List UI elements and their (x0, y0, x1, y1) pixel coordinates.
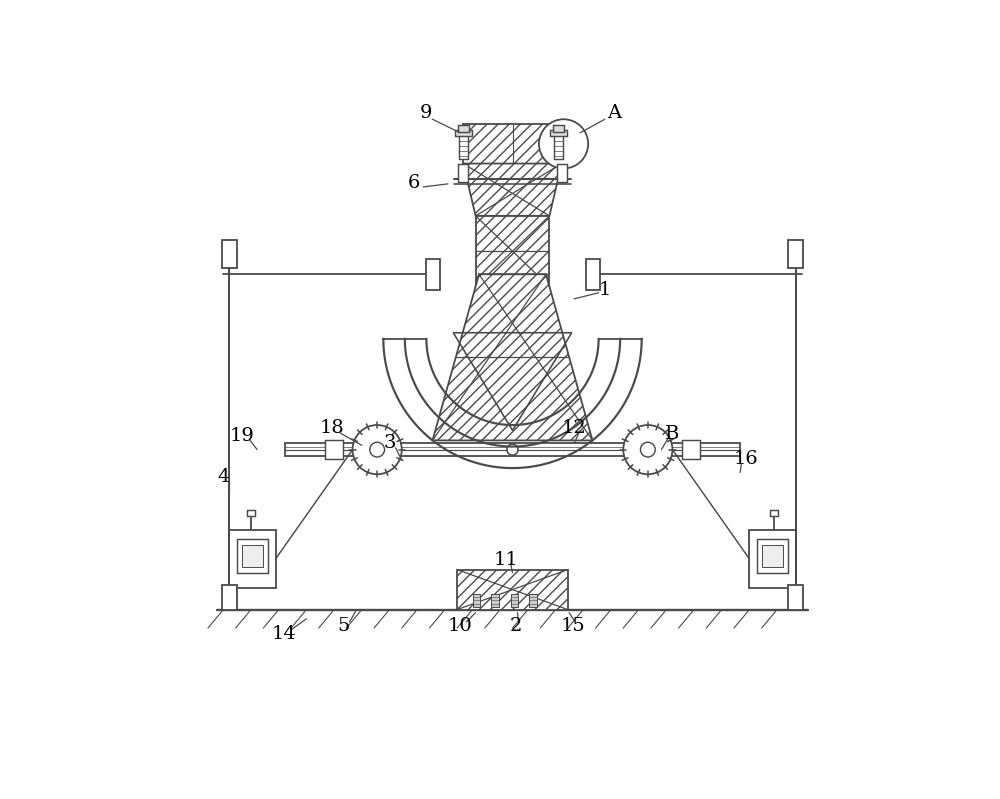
Bar (222, 240, 237, 268)
Bar (529, 594, 537, 607)
Text: 3: 3 (383, 435, 396, 452)
Text: 9: 9 (420, 104, 433, 122)
Bar (237, 539, 268, 573)
Text: 4: 4 (217, 468, 230, 487)
Bar (476, 216, 549, 287)
Bar (458, 164, 468, 182)
Bar (473, 594, 480, 607)
Circle shape (370, 443, 385, 457)
Bar (511, 594, 518, 607)
Bar (788, 585, 803, 610)
Bar (229, 530, 276, 588)
Polygon shape (463, 164, 562, 216)
Bar (285, 443, 740, 455)
Bar (586, 259, 600, 290)
Text: 11: 11 (494, 551, 519, 570)
Bar (762, 545, 783, 566)
Bar (770, 510, 778, 516)
Bar (554, 135, 563, 159)
Bar (553, 125, 564, 132)
Text: 16: 16 (734, 450, 759, 468)
Text: B: B (665, 425, 680, 443)
Text: 10: 10 (448, 617, 473, 635)
Bar (458, 125, 469, 132)
Circle shape (539, 119, 588, 169)
Text: A: A (607, 104, 621, 122)
Bar (325, 440, 343, 459)
Bar (426, 259, 440, 290)
Text: 6: 6 (408, 174, 420, 193)
Bar (247, 510, 255, 516)
Circle shape (640, 443, 655, 457)
Text: 15: 15 (560, 617, 585, 635)
Bar (455, 130, 472, 137)
Bar (491, 594, 499, 607)
Bar (682, 440, 700, 459)
Text: 18: 18 (320, 419, 345, 437)
Bar (459, 135, 468, 159)
Text: 19: 19 (229, 427, 254, 445)
Text: 2: 2 (509, 617, 522, 635)
Bar (757, 539, 788, 573)
Circle shape (353, 425, 402, 475)
Bar (557, 164, 567, 182)
Text: 1: 1 (599, 280, 611, 299)
Text: 5: 5 (337, 617, 349, 635)
Bar (749, 530, 796, 588)
Text: 14: 14 (271, 625, 296, 643)
Circle shape (623, 425, 672, 475)
Circle shape (507, 444, 518, 455)
Polygon shape (433, 274, 592, 440)
Bar (550, 130, 567, 137)
Polygon shape (476, 274, 549, 287)
Bar (463, 124, 562, 164)
Bar (457, 570, 568, 610)
Text: 12: 12 (562, 419, 586, 437)
Bar (788, 240, 803, 268)
Bar (222, 585, 237, 610)
Bar (242, 545, 263, 566)
